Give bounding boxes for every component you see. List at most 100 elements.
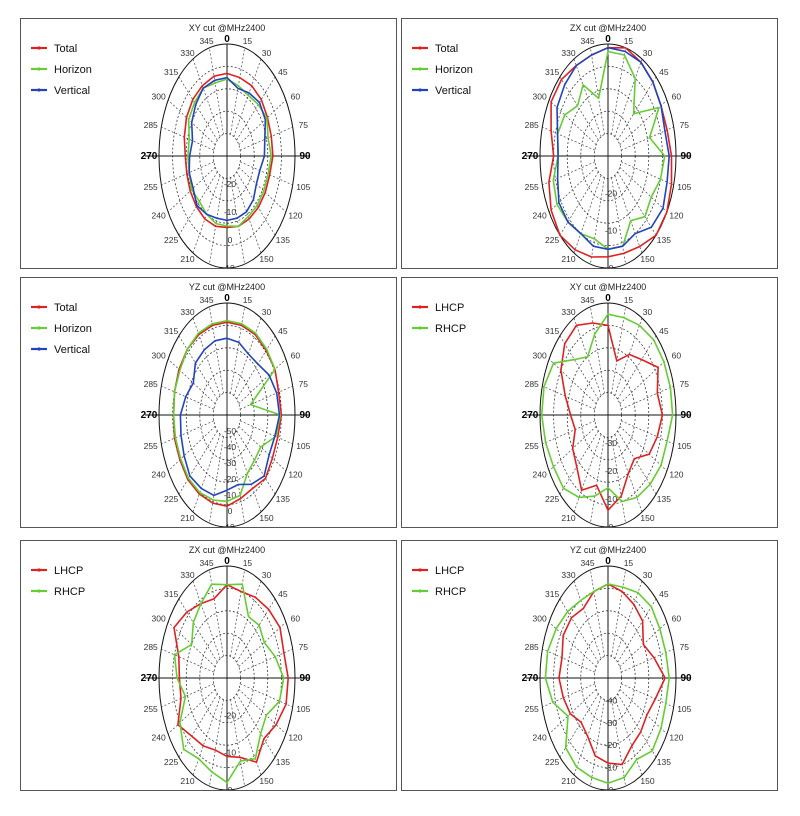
angle-label: 300 (532, 351, 546, 361)
angle-label: 45 (659, 326, 669, 336)
radial-tick-label: -10 (224, 490, 237, 500)
angle-label: 195 (199, 788, 213, 790)
angle-label: 15 (624, 295, 634, 305)
angle-label: 150 (640, 254, 654, 264)
angle-label: 195 (199, 266, 213, 268)
radial-tick-label: -10 (224, 748, 237, 758)
angle-label: 315 (545, 589, 559, 599)
chart-title: XY cut @MHz2400 (570, 282, 647, 292)
spoke-line (611, 436, 626, 524)
angle-label: 225 (164, 494, 178, 504)
spoke-line (209, 569, 224, 657)
spoke-line (548, 166, 597, 213)
angle-label: 255 (144, 704, 158, 714)
spoke-line (542, 126, 596, 151)
angle-label: 330 (561, 570, 575, 580)
spoke-line (619, 166, 668, 213)
spoke-line (559, 430, 599, 495)
spoke-line (614, 58, 643, 137)
angle-label: 15 (243, 36, 253, 46)
spoke-line (167, 358, 216, 405)
angle-label: 0 (605, 293, 611, 304)
series-line-lhcp (560, 322, 664, 511)
radial-tick-label: -10 (224, 207, 237, 217)
angle-label: 120 (288, 470, 302, 480)
angle-label: 30 (643, 48, 653, 58)
spoke-line (233, 58, 262, 137)
angle-label: 105 (296, 182, 310, 192)
angle-label: 15 (624, 558, 634, 568)
angle-label: 255 (144, 441, 158, 451)
spoke-line (233, 697, 262, 776)
angle-label: 135 (276, 235, 290, 245)
spoke-line (617, 76, 657, 141)
legend-entry: LHCP (435, 565, 464, 577)
legend-entry: Total (435, 43, 458, 55)
spoke-line (573, 175, 602, 254)
angle-label: 135 (657, 494, 671, 504)
angle-label: 210 (180, 513, 194, 523)
spoke-line (209, 436, 224, 524)
radial-tick-label: -20 (605, 466, 618, 476)
spoke-line (230, 177, 245, 265)
angle-label: 240 (151, 470, 165, 480)
spoke-line (548, 621, 597, 668)
spoke-line (620, 648, 674, 673)
spoke-line (617, 171, 657, 236)
legend-entry: Horizon (54, 323, 92, 335)
spoke-line (230, 699, 245, 787)
radial-tick-label: 0 (228, 506, 233, 516)
angle-label: 315 (545, 67, 559, 77)
spoke-line (542, 161, 596, 186)
spoke-line (192, 580, 221, 659)
chart-title: YZ cut @MHz2400 (570, 545, 646, 555)
angle-label: 60 (291, 614, 301, 624)
legend-marker (37, 305, 41, 309)
radial-tick-label: -20 (605, 188, 618, 198)
spoke-line (542, 683, 596, 708)
angle-label: 75 (680, 379, 690, 389)
legend-entry: RHCP (435, 586, 466, 598)
spoke-line (236, 693, 276, 758)
spoke-line (619, 425, 668, 472)
legend-marker (418, 88, 422, 92)
angle-label: 0 (224, 34, 230, 45)
radial-tick-label: -10 (605, 494, 618, 504)
spoke-line (178, 598, 218, 663)
radial-tick-label: -20 (605, 740, 618, 750)
radial-tick-label: -40 (224, 442, 237, 452)
angle-label: 285 (144, 379, 158, 389)
legend: Total Horizon Vertical (31, 302, 92, 356)
angle-label: 270 (522, 410, 539, 421)
spoke-line (178, 76, 218, 141)
angle-label: 315 (164, 589, 178, 599)
spoke-line (238, 358, 287, 405)
spoke-line (233, 317, 262, 396)
angle-label: 135 (276, 494, 290, 504)
radial-tick-label: -20 (224, 474, 237, 484)
angle-label: 285 (144, 120, 158, 130)
spoke-line (236, 335, 276, 400)
radial-tick-label: -10 (605, 763, 618, 773)
chart-title: YZ cut @MHz2400 (189, 282, 265, 292)
legend-marker (418, 305, 422, 309)
angle-label: 90 (680, 151, 692, 162)
legend-entry: Vertical (54, 85, 90, 97)
angle-label: 270 (141, 410, 158, 421)
angle-label: 105 (677, 441, 691, 451)
chart-panel-4: XY cut @MHz2400 0 15 30 45 60 75 90 105 120 135 150… (401, 277, 778, 528)
spoke-line (236, 598, 276, 663)
legend: LHCP RHCP (31, 565, 85, 598)
angle-label: 15 (624, 36, 634, 46)
angle-label: 330 (561, 48, 575, 58)
angle-label: 240 (151, 733, 165, 743)
angle-label: 225 (545, 757, 559, 767)
spoke-line (548, 99, 597, 146)
spoke-line (559, 171, 599, 236)
legend: LHCP RHCP (412, 302, 466, 335)
spoke-line (239, 420, 293, 445)
spoke-line (161, 126, 215, 151)
angle-label: 165 (240, 788, 254, 790)
angle-label: 195 (580, 525, 594, 527)
legend-marker (37, 568, 41, 572)
